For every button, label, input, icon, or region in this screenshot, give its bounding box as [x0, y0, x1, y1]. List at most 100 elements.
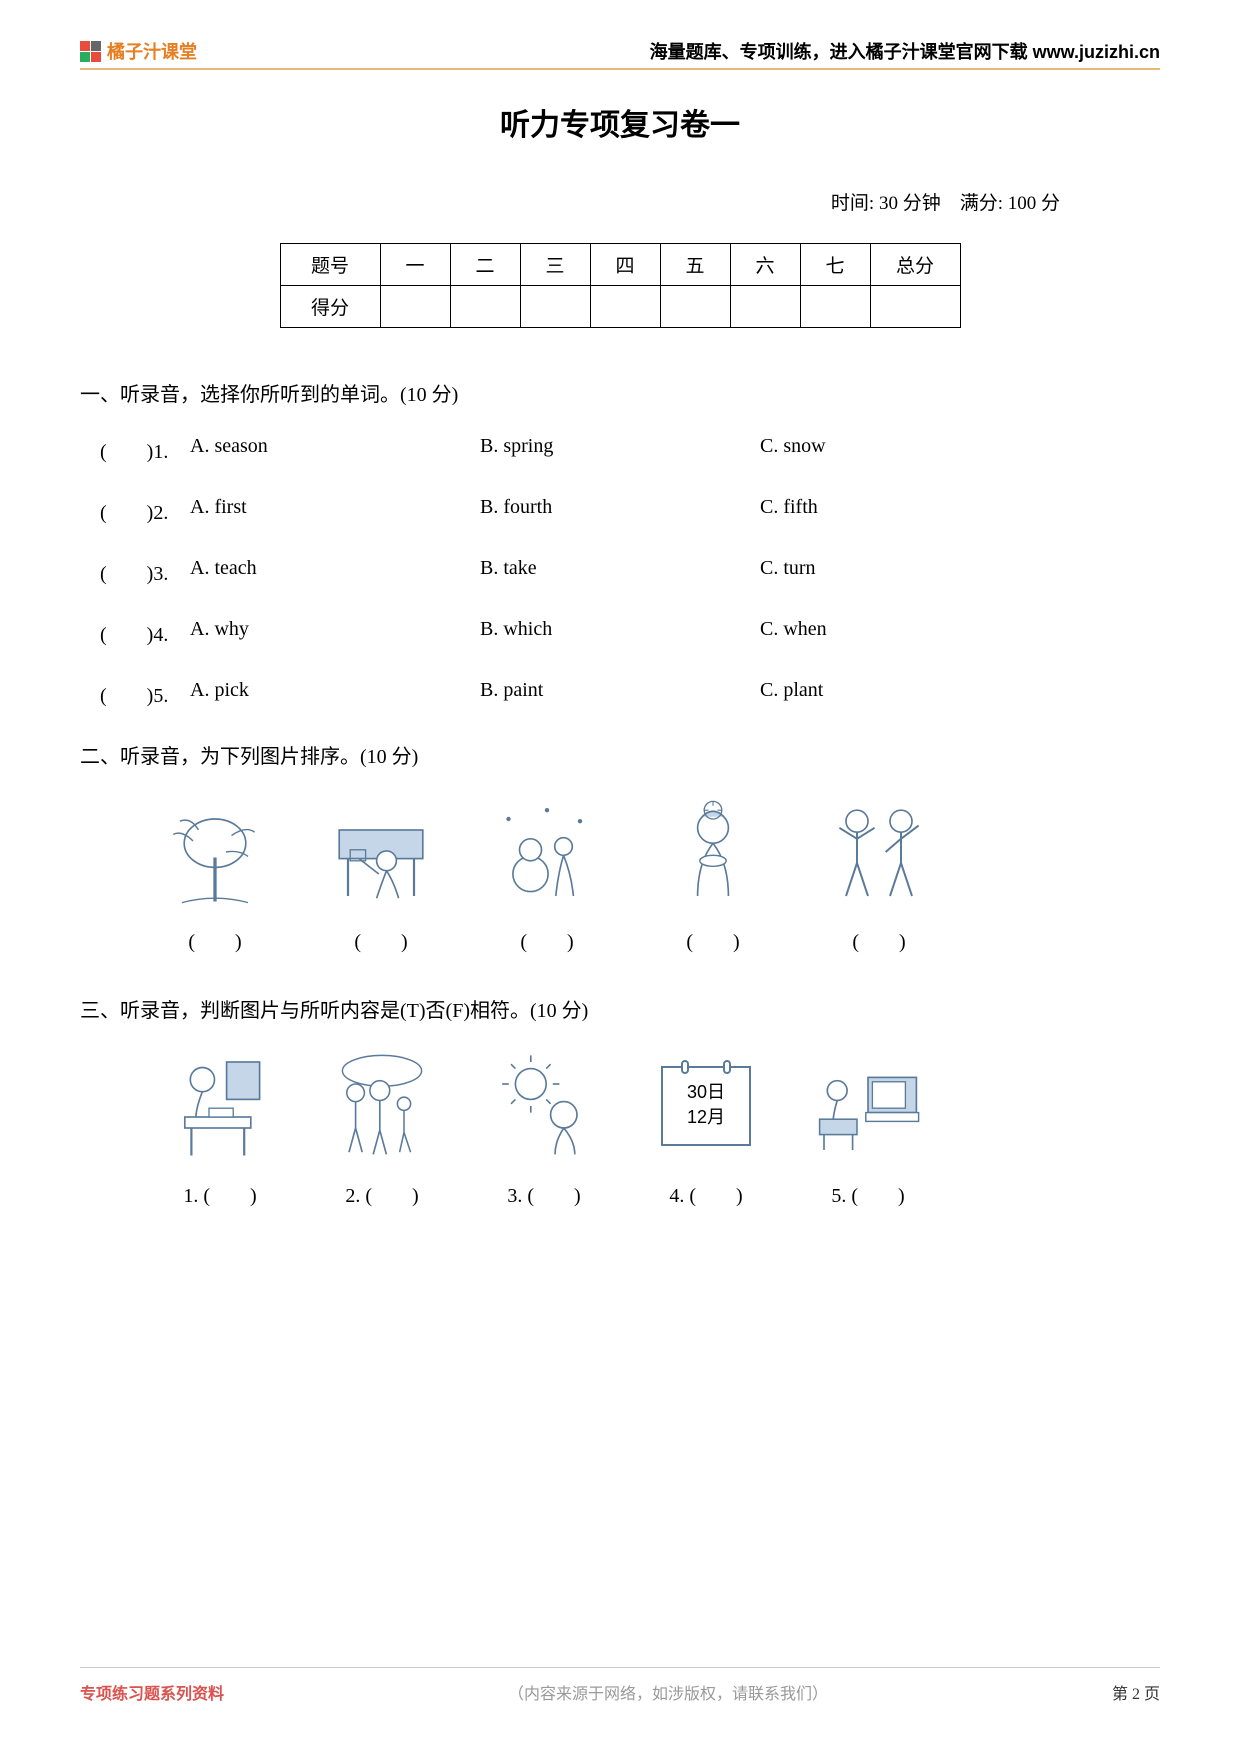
section2-images	[150, 797, 1160, 907]
illustration-icon	[327, 1051, 437, 1161]
option-b: B. take	[480, 557, 760, 586]
option-a: A. season	[190, 435, 480, 464]
section2-blanks: ( ) ( ) ( ) ( ) ( )	[150, 925, 1160, 954]
score-cell[interactable]	[870, 286, 960, 328]
score-value-row: 得分	[280, 286, 960, 328]
time-label: 时间:	[831, 193, 874, 214]
score-col: 六	[730, 244, 800, 286]
footer-right-suffix: 页	[1140, 1686, 1160, 1703]
footer-page-num: 2	[1132, 1686, 1140, 1703]
tf-blank[interactable]: 4. ( )	[636, 1179, 776, 1208]
order-blank[interactable]: ( )	[482, 925, 612, 954]
page-title: 听力专项复习卷一	[80, 100, 1160, 144]
illustration-icon	[658, 797, 768, 907]
tf-blank[interactable]: 3. ( )	[474, 1179, 614, 1208]
logo-sq-3	[80, 52, 90, 62]
answer-blank[interactable]: ( )3.	[100, 557, 190, 586]
order-blank[interactable]: ( )	[814, 925, 944, 954]
brand-text: 橘子汁课堂	[107, 38, 197, 64]
option-c: C. fifth	[760, 496, 1160, 525]
page-header: 橘子汁课堂 海量题库、专项训练，进入橘子汁课堂官网下载 www.juzizhi.…	[80, 40, 1160, 70]
option-c: C. snow	[760, 435, 1160, 464]
section3-blanks: 1. ( ) 2. ( ) 3. ( ) 4. ( ) 5. ( )	[150, 1179, 1160, 1208]
page-content: 听力专项复习卷一 时间: 30 分钟 满分: 100 分 题号一二三四五六七总分…	[80, 90, 1160, 1208]
illustration-icon	[824, 797, 934, 907]
score-table: 题号一二三四五六七总分 得分	[280, 243, 961, 328]
image-eat-breakfast	[648, 797, 778, 907]
illustration-icon	[165, 1051, 275, 1161]
score-col: 一	[380, 244, 450, 286]
option-c: C. when	[760, 618, 1160, 647]
question-row: ( )4. A. whyB. whichC. when	[100, 618, 1160, 647]
question-row: ( )1. A. seasonB. springC. snow	[100, 435, 1160, 464]
score-value: 100 分	[1008, 193, 1060, 214]
section1-items: ( )1. A. seasonB. springC. snow ( )2. A. …	[80, 435, 1160, 708]
score-col: 五	[660, 244, 730, 286]
answer-blank[interactable]: ( )2.	[100, 496, 190, 525]
tf-blank[interactable]: 5. ( )	[798, 1179, 938, 1208]
score-header-label: 题号	[280, 244, 380, 286]
score-cell[interactable]	[660, 286, 730, 328]
page-footer: 专项练习题系列资料 （内容来源于网络，如涉版权，请联系我们） 第 2 页	[80, 1667, 1160, 1704]
image-family-walk	[312, 1051, 452, 1161]
footer-center: （内容来源于网络，如涉版权，请联系我们）	[224, 1680, 1112, 1704]
image-watch-tv	[798, 1051, 938, 1161]
tf-blank[interactable]: 1. ( )	[150, 1179, 290, 1208]
score-col: 七	[800, 244, 870, 286]
footer-left: 专项练习题系列资料	[80, 1680, 224, 1704]
image-calendar: 30日12月	[636, 1051, 776, 1161]
score-col: 三	[520, 244, 590, 286]
order-blank[interactable]: ( )	[150, 925, 280, 954]
score-header-row: 题号一二三四五六七总分	[280, 244, 960, 286]
score-cell[interactable]	[590, 286, 660, 328]
score-cell[interactable]	[730, 286, 800, 328]
question-row: ( )3. A. teachB. takeC. turn	[100, 557, 1160, 586]
time-value: 30 分钟	[879, 193, 941, 214]
header-tagline: 海量题库、专项训练，进入橘子汁课堂官网下载 www.juzizhi.cn	[650, 38, 1160, 64]
image-study-desk	[150, 1051, 290, 1161]
answer-blank[interactable]: ( )4.	[100, 618, 190, 647]
option-a: A. teach	[190, 557, 480, 586]
option-a: A. pick	[190, 679, 480, 708]
option-c: C. plant	[760, 679, 1160, 708]
score-col: 二	[450, 244, 520, 286]
option-b: B. spring	[480, 435, 760, 464]
section3-label: 三、听录音，判断图片与所听内容是(T)否(F)相符。(10 分)	[80, 994, 1160, 1023]
illustration-icon	[492, 797, 602, 907]
score-cell[interactable]	[450, 286, 520, 328]
brand-logo: 橘子汁课堂	[80, 38, 197, 64]
section3-images: 30日12月	[150, 1051, 1160, 1161]
illustration-icon	[326, 797, 436, 907]
score-cell[interactable]	[380, 286, 450, 328]
score-col: 四	[590, 244, 660, 286]
exam-meta: 时间: 30 分钟 满分: 100 分	[80, 188, 1160, 215]
score-cell[interactable]	[520, 286, 590, 328]
option-b: B. fourth	[480, 496, 760, 525]
illustration-icon	[489, 1051, 599, 1161]
order-blank[interactable]: ( )	[316, 925, 446, 954]
calendar-day: 30日	[663, 1080, 749, 1105]
logo-squares-icon	[80, 41, 101, 62]
section2-label: 二、听录音，为下列图片排序。(10 分)	[80, 740, 1160, 769]
image-morning-exercise	[814, 797, 944, 907]
footer-right-prefix: 第	[1112, 1686, 1132, 1703]
option-a: A. first	[190, 496, 480, 525]
score-label: 满分:	[960, 193, 1003, 214]
answer-blank[interactable]: ( )1.	[100, 435, 190, 464]
logo-sq-1	[80, 41, 90, 51]
option-a: A. why	[190, 618, 480, 647]
question-row: ( )5. A. pickB. paintC. plant	[100, 679, 1160, 708]
footer-right: 第 2 页	[1112, 1680, 1160, 1704]
calendar-month: 12月	[663, 1105, 749, 1130]
illustration-icon	[813, 1051, 923, 1161]
tf-blank[interactable]: 2. ( )	[312, 1179, 452, 1208]
image-sunny-day	[474, 1051, 614, 1161]
score-cell[interactable]	[800, 286, 870, 328]
logo-sq-2	[91, 41, 101, 51]
question-row: ( )2. A. firstB. fourthC. fifth	[100, 496, 1160, 525]
image-build-snowman	[482, 797, 612, 907]
option-b: B. which	[480, 618, 760, 647]
order-blank[interactable]: ( )	[648, 925, 778, 954]
answer-blank[interactable]: ( )5.	[100, 679, 190, 708]
illustration-icon	[160, 797, 270, 907]
